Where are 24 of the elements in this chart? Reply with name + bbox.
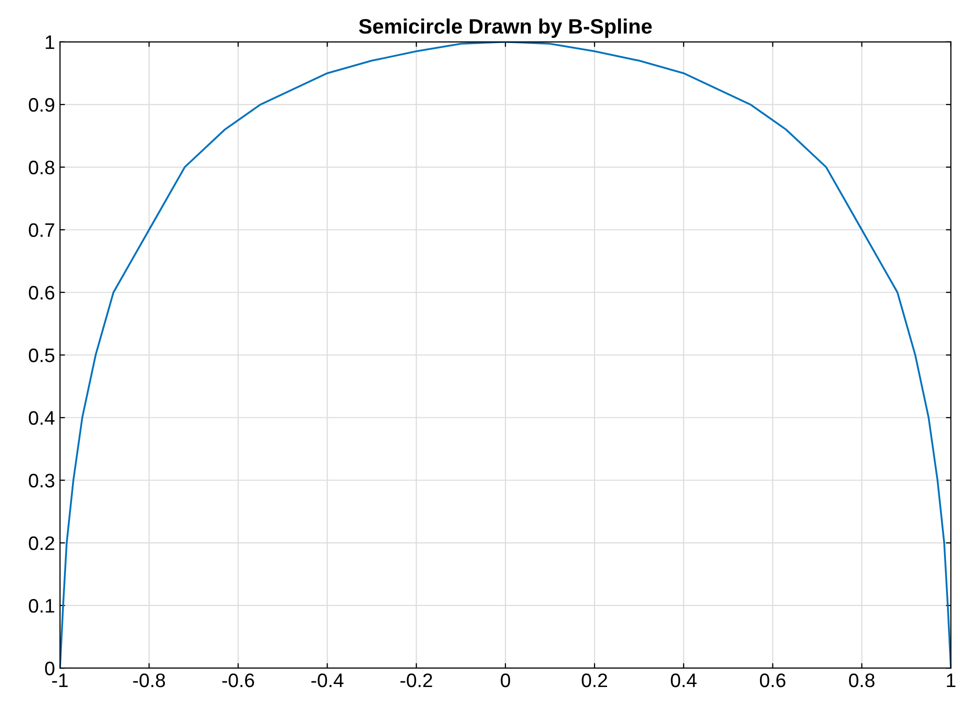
y-tick-label: 0.1 xyxy=(28,598,54,613)
y-tick-label: 0.5 xyxy=(28,348,54,362)
y-tick-label: 0.3 xyxy=(28,474,54,488)
x-tick-label: 0.4 xyxy=(670,673,697,688)
x-tick-label: 1 xyxy=(946,674,956,688)
x-tick-label: -0.6 xyxy=(222,673,254,688)
y-tick-label: 1 xyxy=(46,36,54,49)
y-tick-label: 0.2 xyxy=(28,536,54,550)
x-tick-label: -0.2 xyxy=(400,673,432,688)
x-tick-label: -0.4 xyxy=(311,673,344,688)
x-tick-label: 0.2 xyxy=(582,673,608,688)
chart-title: Semicircle Drawn by B-Spline xyxy=(359,18,652,38)
y-tick-label: 0.8 xyxy=(28,160,54,174)
line-series xyxy=(60,42,951,668)
x-tick-label: -1 xyxy=(52,674,68,688)
x-tick-label: 0.6 xyxy=(760,673,786,688)
y-tick-label: 0.7 xyxy=(28,223,54,237)
y-tick-label: 0.6 xyxy=(28,286,54,300)
y-tick-label: 0.9 xyxy=(28,98,54,112)
y-tick-label: 0.4 xyxy=(28,411,55,425)
x-tick-label: -0.8 xyxy=(133,673,165,688)
y-tick-label: 0 xyxy=(45,662,54,676)
x-tick-label: 0.8 xyxy=(849,673,874,688)
x-tick-label: 0 xyxy=(500,673,510,688)
